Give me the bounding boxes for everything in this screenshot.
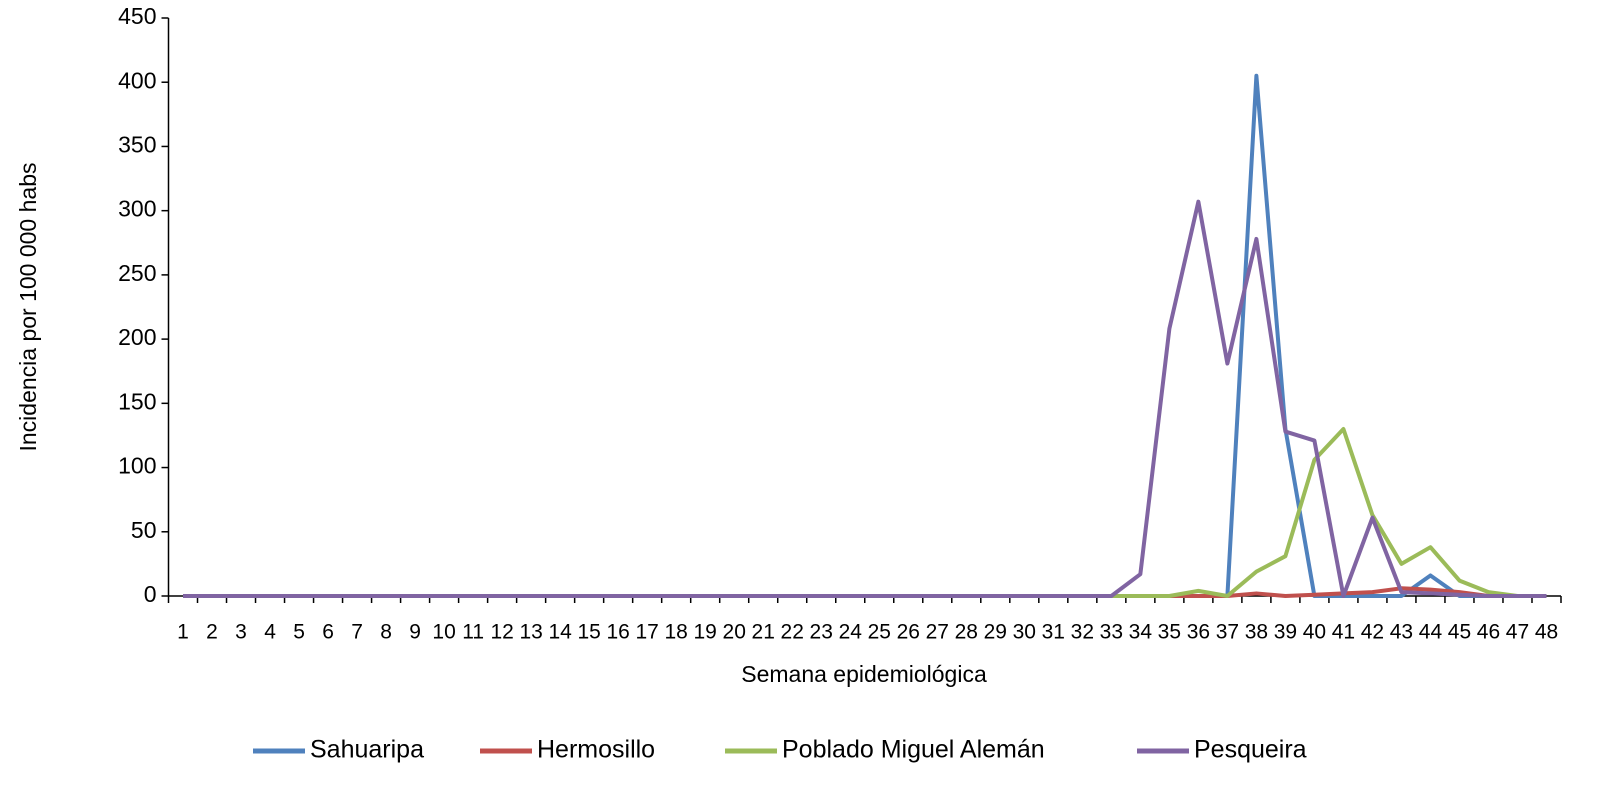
x-tick-label: 29 xyxy=(984,621,1007,644)
x-tick-label: 43 xyxy=(1390,621,1413,644)
y-tick-label: 450 xyxy=(118,3,156,29)
x-tick-label: 46 xyxy=(1477,621,1500,644)
x-tick-label: 14 xyxy=(548,621,572,644)
x-tick-label: 11 xyxy=(462,621,484,644)
y-tick-label: 50 xyxy=(131,517,157,543)
y-tick-label: 350 xyxy=(118,132,156,158)
x-tick-label: 6 xyxy=(322,621,334,644)
x-tick-label: 30 xyxy=(1013,621,1036,644)
y-axis-label: Incidencia por 100 000 habs xyxy=(15,163,41,452)
x-tick-label: 40 xyxy=(1303,621,1326,644)
legend-label: Sahuaripa xyxy=(310,736,424,764)
x-tick-label: 26 xyxy=(897,621,920,644)
x-tick-label: 21 xyxy=(752,621,775,644)
x-tick-label: 41 xyxy=(1332,621,1355,644)
x-tick-label: 39 xyxy=(1274,621,1297,644)
x-tick-label: 36 xyxy=(1187,621,1210,644)
x-tick-label: 13 xyxy=(519,621,542,644)
x-tick-label: 16 xyxy=(606,621,629,644)
x-tick-label: 3 xyxy=(235,621,247,644)
y-tick-label: 250 xyxy=(118,260,156,286)
y-tick-label: 400 xyxy=(118,67,156,93)
x-tick-label: 45 xyxy=(1448,621,1471,644)
x-tick-label: 17 xyxy=(635,621,658,644)
x-tick-label: 2 xyxy=(206,621,218,644)
x-axis-label: Semana epidemiológica xyxy=(741,661,987,687)
legend-label: Hermosillo xyxy=(537,736,655,764)
x-tick-label: 48 xyxy=(1535,621,1558,644)
x-tick-label: 5 xyxy=(293,621,305,644)
x-tick-label: 22 xyxy=(781,621,804,644)
x-tick-label: 35 xyxy=(1158,621,1181,644)
x-tick-label: 18 xyxy=(665,621,688,644)
x-tick-label: 20 xyxy=(723,621,746,644)
x-tick-label: 31 xyxy=(1042,621,1065,644)
series-line xyxy=(183,427,1547,598)
x-tick-label: 19 xyxy=(694,621,717,644)
y-tick-label: 300 xyxy=(118,196,156,222)
x-tick-label: 25 xyxy=(868,621,891,644)
x-tick-label: 15 xyxy=(577,621,600,644)
x-tick-label: 27 xyxy=(926,621,949,644)
x-tick-label: 33 xyxy=(1100,621,1123,644)
series-line xyxy=(183,73,1547,598)
x-tick-label: 9 xyxy=(409,621,421,644)
x-tick-label: 4 xyxy=(264,621,276,644)
series-line xyxy=(183,199,1547,598)
y-tick-label: 150 xyxy=(118,388,156,414)
x-tick-label: 12 xyxy=(490,621,513,644)
y-tick-label: 200 xyxy=(118,324,156,350)
y-tick-label: 0 xyxy=(144,581,157,607)
x-tick-label: 10 xyxy=(432,621,455,644)
x-tick-label: 28 xyxy=(955,621,978,644)
x-tick-label: 38 xyxy=(1245,621,1268,644)
x-tick-label: 23 xyxy=(810,621,833,644)
x-tick-label: 7 xyxy=(351,621,363,644)
x-tick-label: 1 xyxy=(177,621,189,644)
x-tick-label: 32 xyxy=(1071,621,1094,644)
x-tick-label: 34 xyxy=(1129,621,1153,644)
x-tick-label: 42 xyxy=(1361,621,1384,644)
y-tick-label: 100 xyxy=(118,453,156,479)
legend-label: Poblado Miguel Alemán xyxy=(782,736,1045,764)
x-tick-label: 8 xyxy=(380,621,392,644)
legend-label: Pesqueira xyxy=(1194,736,1307,764)
x-tick-label: 47 xyxy=(1506,621,1529,644)
x-tick-label: 44 xyxy=(1419,621,1443,644)
x-tick-label: 37 xyxy=(1216,621,1239,644)
x-tick-label: 24 xyxy=(839,621,863,644)
